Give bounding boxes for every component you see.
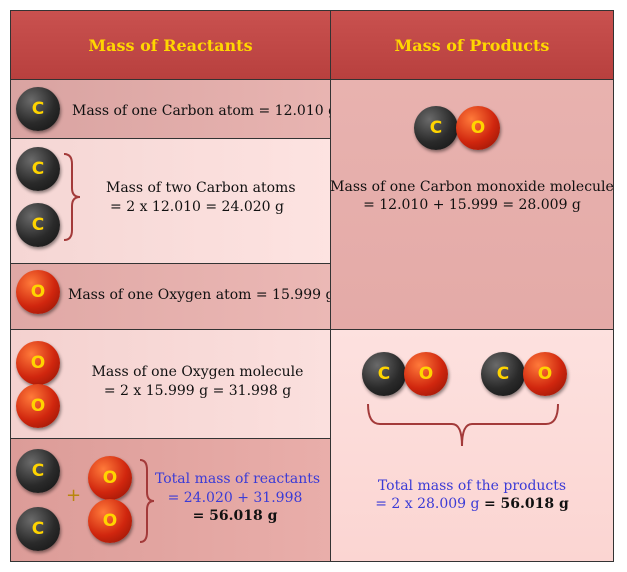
right-brace: [139, 459, 155, 543]
atom-label: C: [377, 364, 391, 384]
atom-label: O: [102, 468, 118, 488]
carbon-atom: C: [16, 87, 60, 131]
two-carbon-text-line2: = 2 x 12.010 = 24.020 g: [110, 199, 284, 215]
products-header-text: Mass of Products: [394, 35, 550, 55]
atom-label: C: [496, 364, 510, 384]
row-total-reactants: [10, 438, 331, 562]
atom-label: O: [102, 511, 118, 531]
oxygen-atom: O: [523, 352, 567, 396]
row-two-carbon: [10, 138, 331, 264]
carbon-atom: C: [414, 106, 458, 150]
carbon-atom: C: [362, 352, 406, 396]
atom-label: O: [30, 353, 46, 373]
reactants-header-text: Mass of Reactants: [88, 35, 253, 55]
carbon-atom: C: [16, 507, 60, 551]
products-header: Mass of Products: [330, 10, 614, 80]
co-mass-line2: = 12.010 + 15.999 = 28.009 g: [363, 197, 581, 213]
bottom-brace: [367, 403, 559, 447]
atom-label: O: [30, 282, 46, 302]
one-carbon-text: Mass of one Carbon atom = 12.010 g: [72, 103, 338, 119]
oxygen-atom: O: [456, 106, 500, 150]
one-oxygen-text: Mass of one Oxygen atom = 15.999 g: [68, 287, 335, 303]
atom-label: C: [429, 118, 443, 138]
total-products-line2: = 2 x 28.009 g = 56.018 g: [330, 495, 614, 513]
total-reactants-line1: Total mass of reactants: [155, 471, 321, 487]
total-products-value: = 56.018 g: [483, 496, 569, 512]
carbon-atom: C: [16, 203, 60, 247]
reactants-header: Mass of Reactants: [10, 10, 331, 80]
oxygen-atom: O: [88, 499, 132, 543]
atom-label: C: [31, 519, 45, 539]
atom-label: C: [31, 461, 45, 481]
plus-sign: +: [66, 485, 82, 506]
two-carbon-text-line1: Mass of two Carbon atoms: [106, 180, 296, 196]
atom-label: C: [31, 159, 45, 179]
oxygen-molecule-line2: = 2 x 15.999 g = 31.998 g: [103, 383, 292, 399]
atom-label: O: [30, 396, 46, 416]
right-brace: [63, 153, 81, 241]
total-products-line1: Total mass of the products: [377, 478, 567, 494]
atom-label: O: [418, 364, 434, 384]
row-oxygen-molecule: [10, 329, 331, 439]
atom-label: C: [31, 99, 45, 119]
oxygen-atom: O: [404, 352, 448, 396]
total-reactants-line2: = 24.020 + 31.998: [167, 490, 303, 506]
oxygen-atom: O: [16, 270, 60, 314]
oxygen-atom: O: [16, 384, 60, 428]
atom-label: O: [470, 118, 486, 138]
carbon-atom: C: [481, 352, 525, 396]
carbon-atom: C: [16, 147, 60, 191]
oxygen-molecule-line1: Mass of one Oxygen molecule: [91, 364, 304, 380]
total-reactants-value: = 56.018 g: [192, 508, 278, 524]
atom-label: C: [31, 215, 45, 235]
atom-label: O: [537, 364, 553, 384]
oxygen-atom: O: [88, 456, 132, 500]
total-products-calc: = 2 x 28.009 g: [375, 496, 484, 512]
oxygen-atom: O: [16, 341, 60, 385]
carbon-atom: C: [16, 449, 60, 493]
co-mass-line1: Mass of one Carbon monoxide molecule: [330, 179, 614, 195]
total-reactants-line3: = 56.018 g: [155, 507, 315, 525]
row-one-carbon: [10, 79, 331, 139]
